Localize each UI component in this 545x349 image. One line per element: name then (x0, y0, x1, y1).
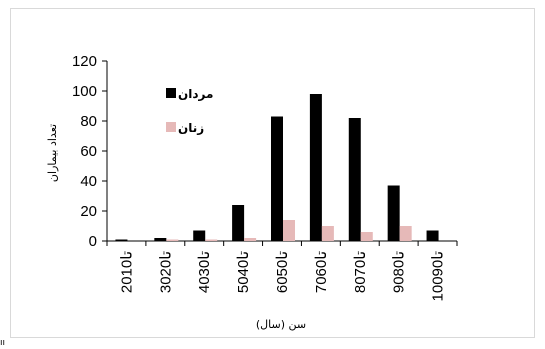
bar-women (360, 232, 373, 241)
bar-men (309, 94, 322, 241)
bar-women (244, 238, 257, 241)
bar-men (115, 239, 128, 241)
x-axis-label: سن (سال) (256, 318, 306, 331)
x-ticks: 20تا10 30تا20 40تا30 50تا40 60تا50 70تا60 80تا… (106, 241, 458, 301)
legend: مردان زنان (166, 87, 213, 135)
bar-women (399, 226, 412, 241)
bar-women (283, 220, 295, 241)
y-tick-label: 80 (80, 113, 97, 130)
y-tick-label: 0 (89, 233, 97, 250)
x-tick-label: 90تا80 (391, 251, 408, 293)
legend-label: مردان (178, 87, 213, 101)
y-tick-label: 120 (72, 53, 97, 70)
x-tick-label: 70تا60 (313, 251, 330, 293)
bar-men (154, 238, 167, 241)
bar-women (166, 239, 179, 241)
bar-men (348, 118, 361, 241)
bars (115, 94, 439, 241)
y-axis-label: تعداد بیماران (46, 124, 59, 182)
x-tick-label: 20تا10 (118, 251, 135, 293)
y-ticks: 0 20 40 60 80 100 120 (72, 53, 107, 250)
bar-men (426, 230, 439, 241)
x-tick-label: 50تا40 (235, 251, 252, 293)
legend-swatch (166, 88, 176, 98)
y-tick-label: 100 (72, 83, 97, 100)
bar-women (205, 239, 218, 241)
x-tick-label: 100تا90 (430, 251, 447, 301)
bar-women (321, 226, 334, 241)
y-tick-label: 20 (80, 203, 97, 220)
x-tick-label: 40تا30 (196, 251, 213, 293)
bar-men (193, 230, 206, 241)
x-tick-label: 30تا20 (157, 251, 174, 293)
y-tick-label: 40 (80, 173, 97, 190)
legend-swatch (166, 122, 176, 132)
x-tick-label: 60تا50 (274, 251, 291, 293)
y-tick-label: 60 (80, 143, 97, 160)
bar-men (387, 185, 400, 241)
bar-men (232, 205, 245, 241)
corner-mark: ıı (0, 338, 6, 348)
bar-men (271, 116, 283, 241)
legend-label: زنان (178, 121, 204, 135)
x-tick-label: 80تا70 (352, 251, 369, 293)
